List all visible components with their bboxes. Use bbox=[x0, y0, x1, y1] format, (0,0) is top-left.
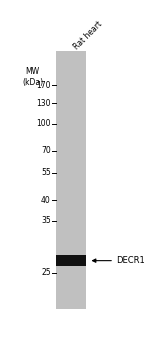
Bar bbox=[56, 256, 86, 266]
Text: Rat heart: Rat heart bbox=[72, 19, 104, 51]
Text: MW
(kDa): MW (kDa) bbox=[22, 67, 43, 87]
Text: 130: 130 bbox=[36, 99, 51, 108]
Text: 35: 35 bbox=[41, 216, 51, 225]
Bar bbox=[56, 51, 86, 309]
Text: 170: 170 bbox=[36, 81, 51, 90]
Text: 25: 25 bbox=[41, 268, 51, 277]
Text: DECR1: DECR1 bbox=[116, 256, 145, 265]
Text: 40: 40 bbox=[41, 196, 51, 205]
Text: 100: 100 bbox=[36, 119, 51, 128]
Text: 55: 55 bbox=[41, 168, 51, 177]
Text: 70: 70 bbox=[41, 147, 51, 156]
